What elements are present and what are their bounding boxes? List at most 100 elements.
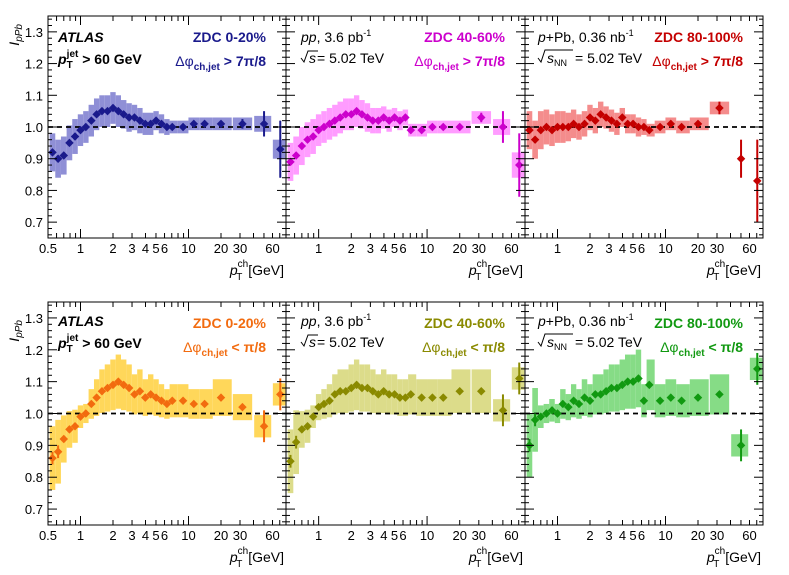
data-point <box>357 383 367 393</box>
data-point <box>347 383 356 393</box>
data-point <box>330 390 340 399</box>
data-point <box>189 119 199 129</box>
data-point <box>363 383 372 393</box>
data-point <box>130 390 139 399</box>
sqrt-s-bottom: s = 5.02 TeV <box>300 334 385 350</box>
data-point <box>564 402 573 412</box>
x-tick-label: 6 <box>399 241 406 256</box>
dphi-cut: < π/8 <box>467 339 506 355</box>
x-axis-title-sub: T <box>236 272 242 283</box>
panel-near-3: 1 2 3 4 5 6 10 20 30 60 pch T [GeV] ZDC 80-100% Δφch,… <box>524 301 764 570</box>
x-axis-title: pch T [GeV] <box>229 546 284 570</box>
data-point <box>286 457 295 466</box>
jet-cut-top: pTjet > 60 GeV <box>57 49 142 71</box>
energy-text: = 5.02 TeV <box>575 334 643 350</box>
data-point <box>477 113 486 122</box>
x-axis-title: pch T [GeV] <box>229 259 284 283</box>
dphi-sub: ch,jet <box>433 62 460 73</box>
data-point <box>347 110 356 119</box>
x-tick-label: 3 <box>128 528 135 543</box>
data-point <box>428 122 437 132</box>
y-tick-label: 0.9 <box>25 438 43 453</box>
data-points <box>286 362 524 468</box>
x-tick-label: 10 <box>420 528 434 543</box>
x-tick-label: 4 <box>142 528 149 543</box>
dphi-sub: ch,jet <box>202 348 229 359</box>
data-point <box>124 383 134 393</box>
data-point <box>119 110 128 119</box>
data-point <box>200 399 209 409</box>
y-tick-label: 0.9 <box>25 152 43 167</box>
data-point <box>384 116 394 125</box>
x-axis-title-unit: [GeV] <box>244 262 284 278</box>
data-point <box>76 125 85 135</box>
sqrt-s-text: s <box>309 50 316 66</box>
ppb-lumi-bottom: p+Pb, 0.36 nb-1 <box>537 312 634 329</box>
data-point <box>477 386 486 396</box>
x-tick-label: 5 <box>391 528 398 543</box>
dphi-selection: Δφch,jet > 7π/8 <box>414 53 505 73</box>
sqrt-snn-text: sNN <box>547 334 567 352</box>
x-axis-title-unit: [GeV] <box>483 549 523 565</box>
x-axis-title-sup: ch <box>238 259 249 270</box>
x-tick-label: 2 <box>109 241 116 256</box>
data-point <box>168 396 177 405</box>
x-tick-label: 1 <box>315 241 322 256</box>
x-tick-label: 0.5 <box>39 528 57 543</box>
data-point <box>601 386 611 396</box>
sys-bands <box>287 359 525 494</box>
x-axis-title-p: p <box>706 262 715 278</box>
data-point <box>542 409 551 418</box>
x-axis-title-p: p <box>229 549 238 565</box>
y-ticks: 0.7 0.8 0.9 1.0 1.1 1.2 1.3 <box>25 304 286 523</box>
data-point <box>48 148 57 157</box>
data-point <box>401 113 410 122</box>
x-tick-label: 20 <box>452 528 466 543</box>
x-tick-label: 6 <box>399 528 406 543</box>
data-point <box>553 409 562 418</box>
x-tick-label: 3 <box>128 241 135 256</box>
x-axis-title-sup: ch <box>477 259 488 270</box>
data-point <box>297 425 307 434</box>
x-tick-label: 20 <box>691 528 705 543</box>
data-point <box>189 399 199 409</box>
x-tick-label: 10 <box>181 528 195 543</box>
x-tick-label: 60 <box>265 241 279 256</box>
energy-text: = 5.02 TeV <box>317 334 385 350</box>
x-axis-title-sub: T <box>713 272 719 283</box>
x-tick-label: 2 <box>109 528 116 543</box>
pp-lumi-top: pp, 3.6 pb-1 <box>300 28 371 45</box>
data-point <box>59 434 69 444</box>
data-point <box>146 119 155 129</box>
dphi-symbol: Δφ <box>175 53 193 69</box>
x-ticks: 0.5 1 2 3 4 5 6 10 20 30 60 <box>39 302 287 543</box>
x-tick-label: 4 <box>619 241 626 256</box>
data-point <box>335 386 345 396</box>
data-point <box>276 390 285 399</box>
dphi-cut: > 7π/8 <box>459 53 505 69</box>
dphi-sub: ch,jet <box>671 62 698 73</box>
dphi-sub: ch,jet <box>194 62 221 73</box>
dphi-selection: Δφch,jet < π/8 <box>183 339 266 359</box>
dphi-symbol: Δφ <box>652 53 670 69</box>
data-point <box>439 393 448 402</box>
x-axis-title-sub: T <box>475 559 481 570</box>
jet-cut-bottom: pTjet > 60 GeV <box>57 333 142 355</box>
x-tick-label: 2 <box>348 241 355 256</box>
x-tick-label: 10 <box>420 241 434 256</box>
dphi-sub: ch,jet <box>441 348 468 359</box>
x-tick-label: 20 <box>214 528 228 543</box>
data-point <box>259 119 269 129</box>
x-axis-title-unit: [GeV] <box>483 262 523 278</box>
data-point <box>417 393 426 402</box>
x-tick-label: 20 <box>214 241 228 256</box>
data-point <box>352 106 361 116</box>
sys-bands <box>49 92 286 178</box>
data-point <box>330 116 340 125</box>
data-point <box>308 412 318 421</box>
x-axis-title: pch T [GeV] <box>468 259 523 283</box>
x-tick-label: 10 <box>658 241 672 256</box>
x-tick-label: 60 <box>504 241 518 256</box>
dphi-symbol: Δφ <box>660 339 678 355</box>
data-point <box>216 119 226 129</box>
